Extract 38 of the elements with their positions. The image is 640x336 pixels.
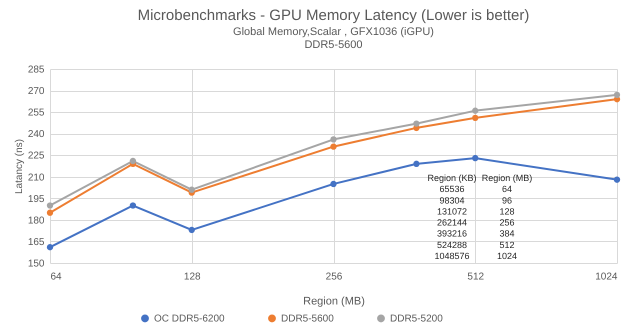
annotation: 393216 bbox=[436, 228, 468, 239]
x-axis-title: Region (MB) bbox=[303, 296, 365, 308]
y-axis-title: Latancy (ns) bbox=[14, 138, 25, 194]
y-tick-label: 150 bbox=[28, 258, 45, 270]
y-tick-label: 165 bbox=[28, 236, 45, 248]
y-tick-label: 285 bbox=[28, 64, 45, 76]
annotation: 131072 bbox=[436, 206, 468, 216]
x-tick-label: 128 bbox=[184, 272, 202, 282]
legend-label: DDR5-5600 bbox=[281, 313, 334, 324]
y-tick-label: 180 bbox=[28, 215, 45, 226]
annotation: 96 bbox=[502, 195, 512, 206]
y-tick-label: 255 bbox=[28, 108, 45, 119]
annotation: 512 bbox=[499, 240, 515, 250]
y-tick-label: 225 bbox=[28, 150, 45, 162]
legend-label: DDR5-5200 bbox=[390, 313, 444, 324]
annotation: 128 bbox=[499, 206, 515, 216]
y-tick-label: 195 bbox=[28, 194, 45, 205]
legend-label: OC DDR5-6200 bbox=[154, 313, 226, 324]
annotation: 384 bbox=[499, 228, 515, 239]
y-tick-label: 210 bbox=[28, 172, 45, 184]
annotation: 65536 bbox=[439, 184, 465, 194]
x-tick-label: 512 bbox=[467, 272, 485, 282]
annotation: 262144 bbox=[436, 218, 468, 228]
y-tick-label: 240 bbox=[28, 129, 45, 140]
x-tick-label: 256 bbox=[326, 272, 343, 282]
annotation: 1048576 bbox=[434, 251, 470, 261]
annotation: 524288 bbox=[436, 240, 468, 250]
annotation: 98304 bbox=[439, 195, 465, 206]
annotation: Region (MB) bbox=[482, 173, 532, 183]
annotation: 1024 bbox=[496, 251, 518, 261]
x-tick-label: 64 bbox=[50, 272, 62, 282]
x-tick-label: 1024 bbox=[595, 272, 618, 282]
chart-title: Microbenchmarks - GPU Memory Latency (Lower is better) bbox=[138, 7, 530, 24]
annotation: 256 bbox=[499, 218, 515, 228]
y-tick-label: 270 bbox=[28, 86, 45, 98]
annotation: Region (KB) bbox=[427, 173, 477, 183]
annotation: 64 bbox=[502, 184, 512, 194]
chart-subtitle: Global Memory,Scalar , GFX1036 (iGPU) DDR5-5600 bbox=[233, 26, 434, 51]
